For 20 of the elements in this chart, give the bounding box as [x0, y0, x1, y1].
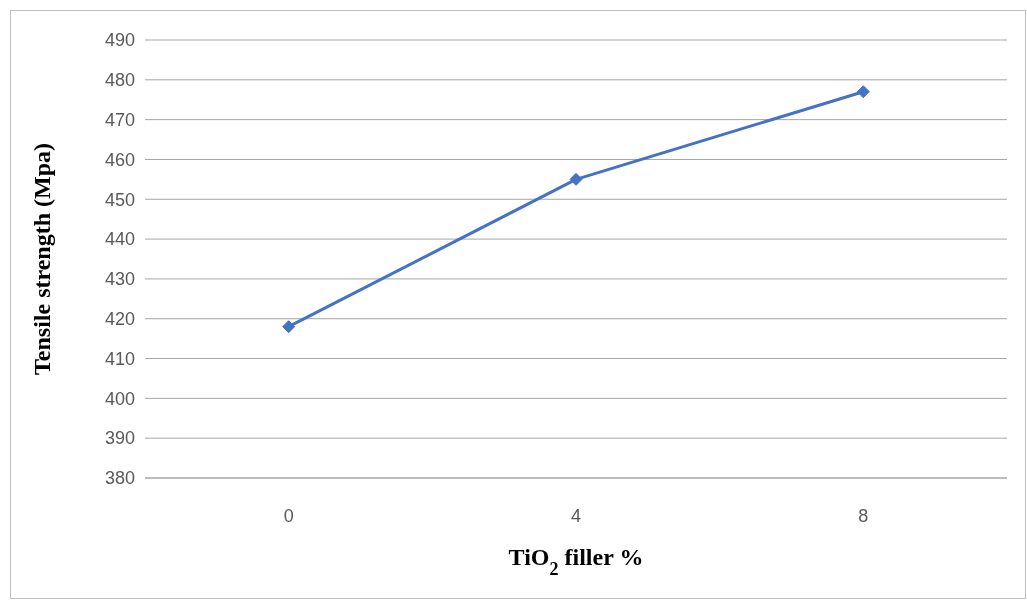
x-tick-label: 4: [570, 506, 582, 526]
x-tick-label: 0: [283, 506, 294, 526]
y-tick-label: 380: [104, 468, 135, 489]
y-axis-title: Tensile strength (Mpa): [29, 142, 55, 376]
point: [569, 172, 583, 186]
y-tick-label: 390: [104, 428, 135, 449]
point: [282, 320, 296, 334]
y-tick-label: 400: [104, 388, 135, 409]
y-tick-label: 490: [104, 30, 135, 51]
x-tick-label: 8: [858, 506, 869, 526]
y-tick-label: 450: [104, 189, 135, 210]
y-tick-label: 480: [104, 70, 135, 91]
y-tick-label: 460: [104, 149, 135, 170]
x-axis-title: TiO$_{2}$ filler %: [508, 544, 644, 579]
y-tick-label: 410: [104, 348, 135, 369]
y-tick-label: 430: [104, 269, 135, 290]
y-tick-label: 470: [104, 109, 135, 130]
point: [856, 85, 870, 99]
y-tick-label: 440: [104, 229, 135, 250]
y-tick-label: 420: [104, 309, 135, 330]
